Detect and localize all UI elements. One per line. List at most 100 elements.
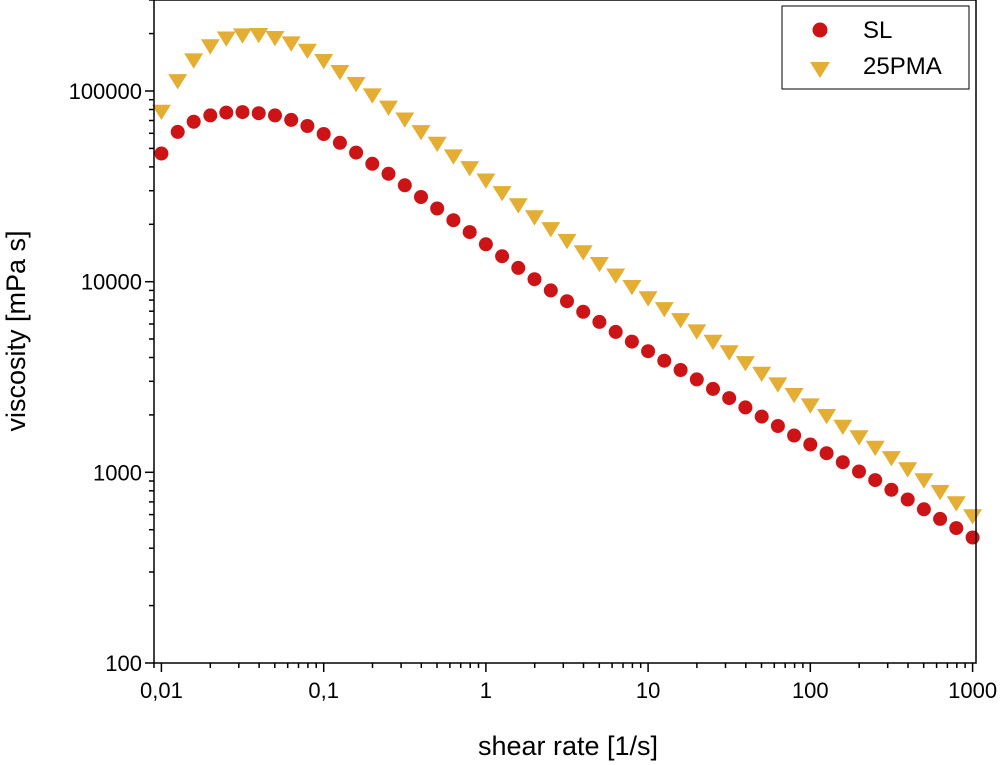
sl-data-point bbox=[186, 114, 201, 129]
25pma-data-point bbox=[849, 430, 869, 446]
25pma-data-point bbox=[346, 77, 366, 93]
25pma-data-point bbox=[557, 233, 577, 250]
sl-data-point bbox=[414, 190, 428, 204]
sl-data-point bbox=[397, 178, 412, 193]
sl-data-point bbox=[527, 272, 542, 287]
sl-data-point bbox=[268, 108, 282, 123]
25pma-data-point bbox=[703, 334, 723, 351]
25pma-data-point bbox=[249, 28, 269, 44]
25pma-data-point bbox=[362, 88, 382, 104]
25pma-data-point bbox=[184, 53, 204, 69]
25pma-data-point bbox=[281, 36, 301, 52]
sl-data-point bbox=[722, 391, 737, 406]
25pma-data-point bbox=[963, 509, 983, 525]
25pma-data-point bbox=[314, 54, 334, 70]
25pma-data-point bbox=[865, 440, 885, 456]
sl-data-point bbox=[560, 294, 574, 309]
sl-data-point bbox=[203, 108, 218, 123]
25pma-data-point bbox=[233, 28, 252, 44]
25pma-data-point bbox=[297, 43, 317, 59]
sl-data-point bbox=[641, 344, 656, 359]
sl-data-point bbox=[430, 201, 445, 216]
sl-data-point bbox=[738, 400, 753, 415]
legend: SL 25PMA bbox=[781, 5, 970, 90]
sl-data-point bbox=[592, 314, 607, 329]
x-tick-label: 1 bbox=[480, 678, 492, 703]
25pma-data-point bbox=[881, 451, 901, 467]
x-axis-title: shear rate [1/s] bbox=[478, 731, 658, 761]
25pma-data-point bbox=[573, 245, 593, 261]
25pma-data-point bbox=[687, 324, 707, 340]
plot-marks bbox=[151, 28, 983, 545]
x-tick-label: 0,1 bbox=[308, 678, 339, 703]
sl-data-point bbox=[916, 502, 931, 517]
sl-data-point bbox=[316, 127, 331, 141]
sl-data-point bbox=[819, 446, 834, 461]
sl-data-point bbox=[884, 482, 899, 497]
sl-data-point bbox=[462, 225, 477, 240]
25pma-data-point bbox=[735, 356, 755, 372]
25pma-data-point bbox=[379, 100, 398, 116]
sl-data-point bbox=[803, 437, 818, 452]
25pma-data-point bbox=[671, 313, 691, 329]
y-axis-title: viscosity [mPa s] bbox=[1, 230, 31, 431]
sl-data-point bbox=[689, 372, 704, 387]
25pma-data-point bbox=[606, 268, 626, 284]
sl-data-point bbox=[868, 473, 883, 488]
25pma-data-point bbox=[833, 419, 853, 435]
sl-data-point bbox=[900, 492, 915, 507]
sl-data-point bbox=[852, 464, 866, 479]
sl-data-point bbox=[154, 146, 169, 161]
sl-data-point bbox=[495, 249, 510, 264]
25pma-data-point bbox=[622, 280, 642, 296]
sl-data-point bbox=[170, 124, 185, 139]
legend-label-sl: SL bbox=[863, 17, 892, 44]
25pma-data-point bbox=[508, 198, 528, 214]
y-tick-label: 10000 bbox=[81, 270, 142, 295]
sl-data-point bbox=[706, 381, 720, 396]
25pma-data-point bbox=[800, 398, 820, 414]
plot-frame bbox=[153, 0, 977, 664]
sl-data-point bbox=[787, 428, 802, 443]
x-tick-label: 100 bbox=[792, 678, 829, 703]
25pma-data-point bbox=[460, 161, 480, 177]
25pma-data-point bbox=[476, 173, 496, 189]
sl-data-point bbox=[933, 511, 948, 526]
25pma-data-point bbox=[541, 222, 561, 238]
legend-label-25pma: 25PMA bbox=[863, 53, 942, 80]
25pma-data-point bbox=[654, 302, 674, 318]
sl-data-point bbox=[835, 455, 850, 470]
sl-data-point bbox=[949, 521, 964, 536]
25pma-data-point bbox=[330, 65, 350, 81]
sl-data-point bbox=[543, 283, 558, 298]
sl-data-point bbox=[284, 112, 299, 127]
25pma-data-point bbox=[768, 377, 788, 393]
25pma-data-point bbox=[151, 104, 171, 120]
sl-data-point bbox=[219, 105, 234, 120]
25pma-data-point bbox=[719, 345, 739, 361]
25pma-data-point bbox=[395, 112, 415, 128]
y-tick-label: 100000 bbox=[69, 79, 142, 104]
25pma-data-point bbox=[817, 409, 837, 425]
sl-data-point bbox=[446, 213, 461, 228]
legend-box bbox=[781, 5, 970, 90]
sl-data-point bbox=[349, 145, 364, 160]
sl-data-point bbox=[657, 353, 672, 368]
sl-data-point bbox=[332, 135, 347, 150]
25pma-data-point bbox=[638, 291, 658, 307]
sl-data-point bbox=[608, 324, 623, 339]
25pma-data-point bbox=[216, 31, 236, 47]
sl-data-point bbox=[965, 530, 980, 545]
25pma-data-point bbox=[914, 473, 934, 489]
25pma-data-point bbox=[752, 366, 772, 382]
x-tick-labels: 0,01 0,1 1 10 100 1000 bbox=[140, 678, 997, 703]
y-tick-labels: 100 1000 10000 100000 bbox=[69, 79, 142, 676]
sl-data-point bbox=[300, 119, 315, 133]
sl-data-point bbox=[478, 237, 493, 252]
25pma-data-point bbox=[265, 31, 285, 47]
25pma-data-point bbox=[930, 485, 950, 501]
sl-data-point bbox=[365, 156, 380, 171]
legend-marker-25pma bbox=[810, 62, 830, 78]
axis-ticks bbox=[145, 0, 974, 672]
25pma-data-point bbox=[898, 462, 918, 478]
